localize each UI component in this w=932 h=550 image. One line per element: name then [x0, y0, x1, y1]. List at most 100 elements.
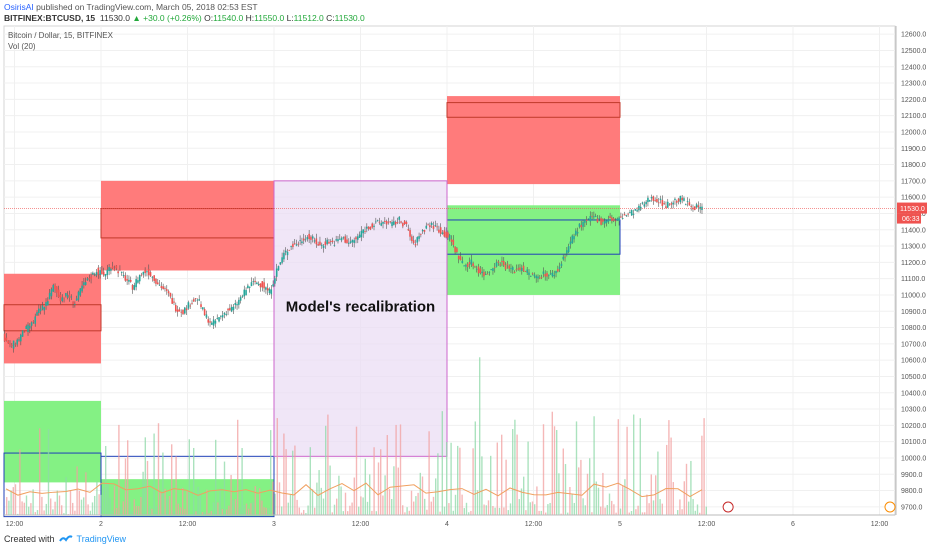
candle-body [557, 269, 559, 272]
candle-body [340, 237, 343, 241]
candle-body [169, 292, 172, 297]
volume-bar [641, 512, 644, 515]
candle-body [12, 340, 15, 349]
volume-bar [432, 496, 435, 515]
candle-body [10, 345, 13, 347]
candle-body [643, 204, 646, 207]
candle-body [699, 206, 701, 210]
volume-bar [327, 414, 329, 515]
publish-info: published on TradingView.com, March 05, … [33, 2, 258, 12]
candle-body [319, 241, 321, 246]
volume-bar [239, 507, 241, 515]
volume-bar [685, 463, 688, 515]
candle-body [315, 238, 318, 245]
volume-bar [461, 494, 463, 515]
price-tick-label: 12200.0 [901, 97, 926, 104]
volume-bar [608, 493, 611, 515]
candle-body [38, 308, 40, 314]
candle-body [27, 324, 29, 333]
supply-zone [101, 180, 274, 271]
price-tick-label: 9700.0 [901, 504, 923, 511]
candle-body [371, 223, 374, 228]
candle-body [378, 221, 381, 223]
candle-body [23, 331, 26, 333]
volume-bar [406, 507, 408, 515]
candle-body [25, 326, 28, 330]
candle-body [593, 216, 595, 218]
candle-body [79, 288, 82, 296]
candle-body [45, 302, 47, 306]
volume-bar [703, 418, 705, 515]
candle-body [542, 271, 545, 274]
candle-body [41, 305, 44, 310]
volume-bar [336, 498, 338, 515]
demand-zone-outline [100, 455, 275, 518]
price-tick-label: 10900.0 [901, 309, 926, 316]
price-tick-label: 10300.0 [901, 407, 926, 414]
volume-bar [329, 465, 331, 515]
candle-body [92, 272, 94, 275]
supply-zone-outline [446, 102, 621, 118]
candle-body [672, 202, 674, 205]
candle-body [292, 243, 294, 248]
volume-bar [177, 503, 179, 515]
candle-body [652, 196, 655, 201]
candle-body [358, 234, 361, 238]
candle-body [511, 267, 514, 271]
candle-body [411, 236, 413, 242]
candle-body [495, 262, 498, 267]
volume-bar [547, 504, 549, 515]
candle-body [382, 221, 384, 224]
volume-bar [89, 510, 91, 515]
candle-body [286, 251, 289, 256]
candle-body [648, 200, 651, 202]
candle-body [394, 221, 397, 225]
volume-bar [556, 430, 558, 515]
candle-body [104, 274, 107, 277]
volume-bar [549, 502, 551, 515]
candle-body [481, 271, 483, 274]
candle-body [438, 229, 440, 233]
candle-body [661, 199, 664, 206]
candle-body [429, 225, 431, 228]
candle-body [160, 286, 163, 288]
candle-body [349, 241, 352, 244]
candle-body [101, 269, 103, 275]
candle-body [533, 274, 536, 277]
publish-header: OsirisAI published on TradingView.com, M… [4, 2, 258, 13]
candle-body [335, 239, 337, 241]
volume-bar [362, 497, 364, 515]
volume-bar [155, 505, 157, 515]
candle-body [261, 281, 264, 288]
volume-bar [265, 507, 267, 515]
candle-body [74, 303, 76, 305]
tradingview-brand[interactable]: TradingView [76, 534, 127, 544]
candle-body [497, 261, 500, 263]
candle-body [250, 282, 253, 287]
volume-bar [186, 491, 188, 515]
chart-legend: Bitcoin / Dollar, 15, BITFINEX Vol (20) [8, 30, 113, 52]
volume-bar [373, 447, 375, 515]
volume-bar [688, 501, 690, 515]
candle-body [387, 221, 390, 223]
volume-bar [639, 418, 641, 515]
volume-bar [602, 472, 604, 515]
volume-bar [542, 424, 545, 515]
volume-bar [259, 488, 261, 515]
volume-bar [619, 508, 622, 515]
volume-bar [124, 458, 127, 515]
volume-bar [228, 505, 230, 515]
author-link[interactable]: OsirisAI [4, 2, 34, 12]
volume-bar [283, 433, 285, 515]
volume-bar [395, 424, 397, 515]
volume-bar [558, 473, 560, 515]
candle-body [461, 260, 464, 264]
ohlc-line: BITFINEX:BTCUSD, 15 11530.0 ▲ +30.0 (+0.… [4, 13, 365, 24]
candle-body [99, 270, 101, 275]
volume-bar [23, 502, 25, 515]
volume-bar [17, 513, 19, 515]
volume-bar [408, 510, 410, 515]
footer: Created with TradingView [4, 534, 126, 544]
price-tick-label: 12600.0 [901, 32, 926, 39]
